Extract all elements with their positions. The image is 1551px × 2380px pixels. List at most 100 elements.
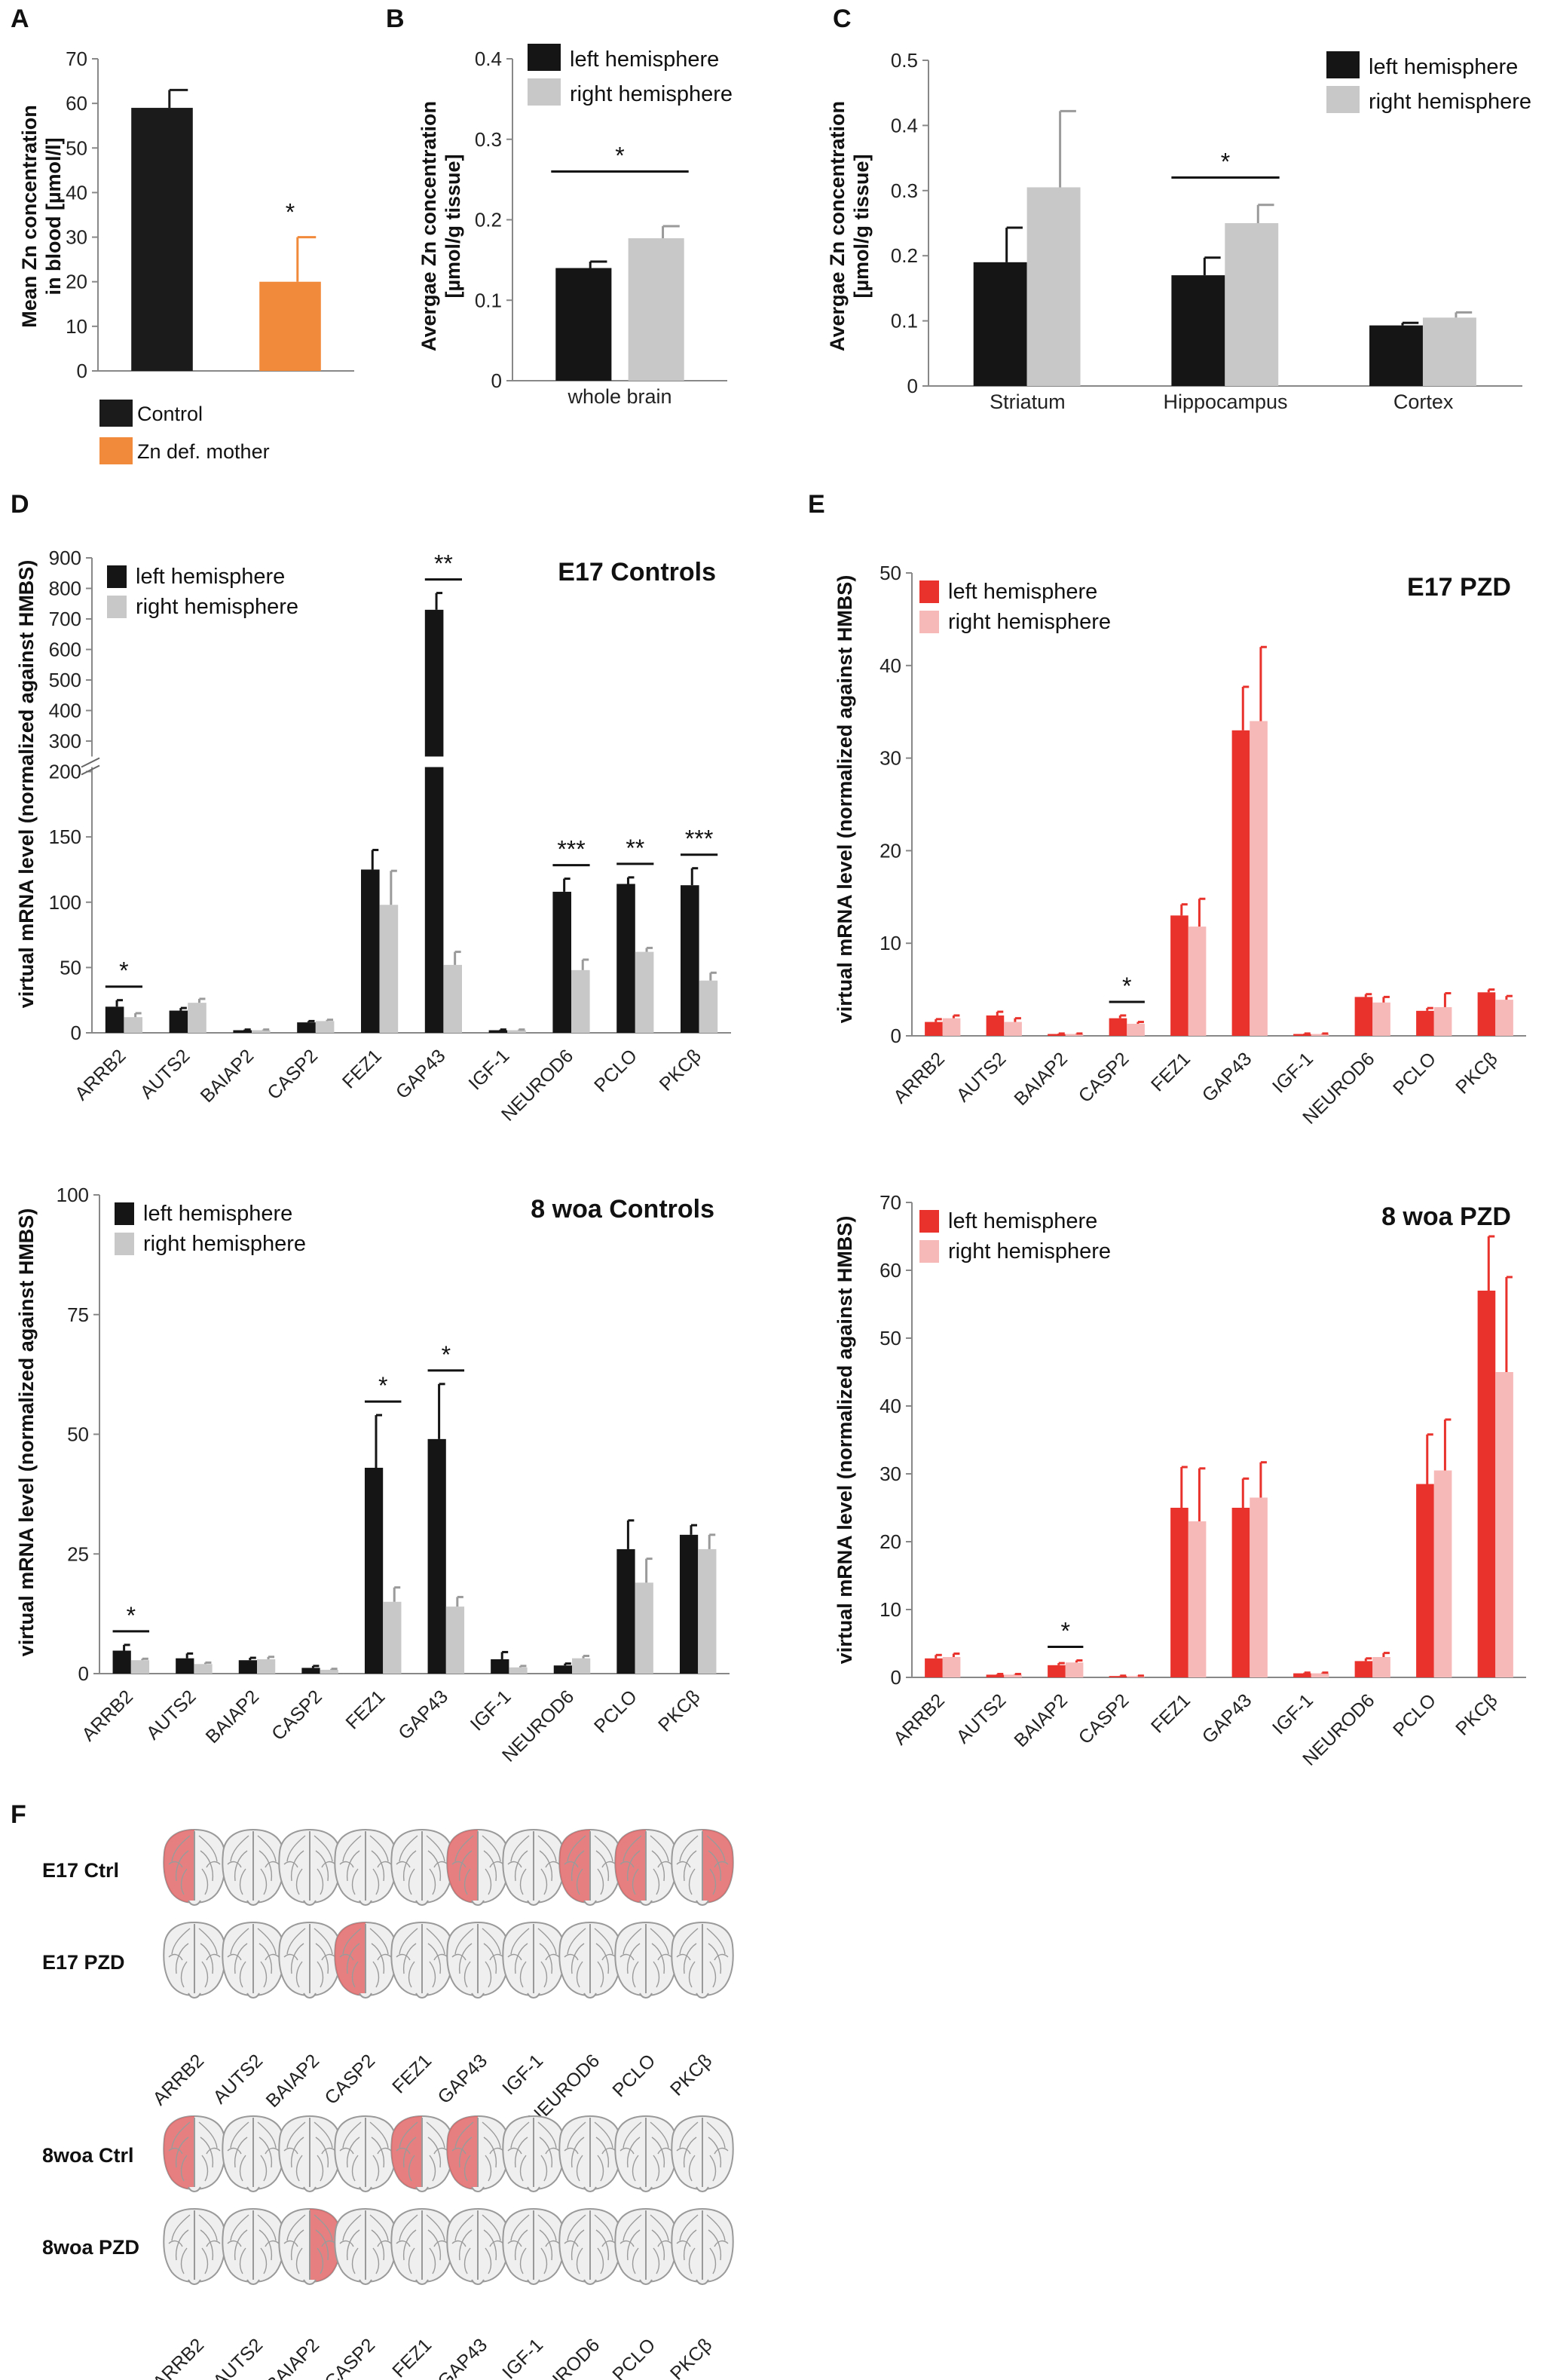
brain-fold: [714, 2147, 729, 2155]
brain-fold: [369, 1928, 389, 1955]
bar-Striatum-left-hemisphere: [973, 262, 1027, 386]
bar-PKCβ-left-hemisphere: [679, 1534, 699, 1674]
brain-icon: [390, 2115, 454, 2192]
brain-fold: [571, 2136, 585, 2168]
brain-fold: [451, 1861, 467, 1868]
gene-label: IGF-1: [498, 2050, 547, 2099]
brain-icon: [671, 2207, 734, 2285]
y-tick-label: 0: [491, 369, 502, 392]
brain-fold: [168, 1861, 183, 1868]
bar-ARRB2-left-hemisphere: [112, 1650, 131, 1674]
brain-fold: [688, 1961, 696, 1988]
panel-label-D: D: [11, 490, 29, 519]
bar-FEZ1-right-hemisphere: [1188, 1521, 1207, 1677]
brain-fold: [371, 1943, 385, 1974]
x-tick-label: Striatum: [990, 391, 1066, 413]
brain-fold: [369, 2121, 389, 2149]
brain-fold: [315, 2136, 329, 2168]
brain-fold: [540, 1868, 548, 1895]
brain-fold: [200, 2136, 214, 2168]
gene-label: CASP2: [320, 2050, 379, 2109]
brain-fold: [679, 2214, 699, 2241]
brain-fold: [650, 1928, 669, 1955]
brain-stem: [696, 1900, 709, 1906]
bar-CASP2-right-hemisphere: [315, 1021, 335, 1033]
brain-icon: [502, 1921, 565, 1999]
legend-swatch: [115, 1233, 134, 1255]
brain-fold: [626, 1943, 641, 1974]
bar-FEZ1-left-hemisphere: [1170, 1508, 1188, 1677]
y-tick-label: 0: [907, 375, 918, 397]
y-tick-label: 25: [67, 1542, 89, 1565]
brain-fold: [265, 2240, 280, 2247]
brain-fold: [198, 1928, 218, 1955]
brain-fold: [564, 2147, 579, 2155]
y-tick-label: 10: [66, 315, 87, 338]
bar-GAP43-right-hemisphere: [443, 964, 462, 1033]
brain-stem: [583, 2186, 597, 2192]
brain-fold: [458, 1850, 473, 1882]
y-tick-label: 50: [60, 956, 81, 979]
brain-icon: [278, 1828, 341, 1906]
bar-AUTS2-right-hemisphere: [1004, 1674, 1022, 1677]
brain-fold: [454, 1835, 474, 1862]
brain-fold: [283, 2147, 298, 2155]
brain-fold: [463, 2247, 471, 2274]
brain-fold: [351, 1961, 359, 1988]
brain-fold: [234, 1943, 248, 1974]
brain-fold: [510, 1835, 530, 1862]
brain-fold: [454, 2214, 474, 2241]
brain-icon: [446, 2207, 509, 2285]
brain-stem: [471, 1900, 485, 1906]
brain-fold: [230, 2214, 249, 2241]
brain-fold: [510, 1928, 530, 1955]
brain-fold: [576, 1961, 583, 1988]
row-label: E17 Ctrl: [42, 1859, 119, 1882]
brain-stem: [188, 1900, 201, 1906]
brain-fold: [315, 1943, 329, 1974]
brain-fold: [351, 2247, 359, 2274]
significance-star: *: [119, 957, 128, 985]
brain-fold: [657, 1953, 672, 1961]
brain-icon: [278, 2207, 341, 2285]
brain-fold: [706, 1835, 726, 1862]
legend-label: right hemisphere: [948, 610, 1111, 634]
brain-fold: [567, 1835, 586, 1862]
x-tick-label: IGF-1: [1268, 1689, 1317, 1738]
brain-fold: [427, 1850, 442, 1882]
bar-FEZ1-right-hemisphere: [383, 1601, 402, 1674]
brain-fold: [653, 1961, 660, 1988]
brain-fold: [402, 2136, 417, 2168]
brain-fold: [317, 2155, 324, 2182]
brain-icon: [558, 2207, 622, 2285]
significance-star: *: [1122, 973, 1131, 1000]
legend-label: Zn def. mother: [137, 440, 270, 463]
significance-star: *: [286, 199, 295, 226]
brain-fold: [597, 1961, 604, 1988]
brain-fold: [458, 2229, 473, 2261]
bar-GAP43-left-hemisphere: [1231, 730, 1250, 1036]
brain-stem: [359, 2186, 372, 2192]
brain-fold: [623, 1835, 642, 1862]
brain-icon: [446, 2115, 509, 2192]
y-tick-label: 0.1: [891, 310, 918, 332]
y-axis-label: virtual mRNA level (normalized against H…: [834, 1216, 856, 1665]
brain-fold: [454, 1928, 474, 1955]
bar-IGF-1-right-hemisphere: [1311, 1034, 1329, 1036]
brain-icon: [671, 1828, 734, 1906]
brain-icon: [614, 1828, 678, 1906]
x-tick-label: ARRB2: [889, 1689, 949, 1749]
brain-fold: [239, 1868, 246, 1895]
brain-icon: [334, 1921, 397, 1999]
brain-fold: [371, 2229, 385, 2261]
brain-fold: [650, 2121, 669, 2149]
bar-NEUROD6-left-hemisphere: [552, 891, 571, 1033]
brain-fold: [257, 1928, 277, 1955]
legend-swatch: [528, 78, 561, 106]
significance-star: **: [626, 835, 644, 862]
brain-icon: [558, 1921, 622, 1999]
bar-PCLO-right-hemisphere: [1433, 1470, 1452, 1677]
chart-E1: E E17 PZD virtual mRNA level (normalized a…: [808, 490, 1526, 1129]
bar-NEUROD6-left-hemisphere: [1354, 997, 1373, 1036]
